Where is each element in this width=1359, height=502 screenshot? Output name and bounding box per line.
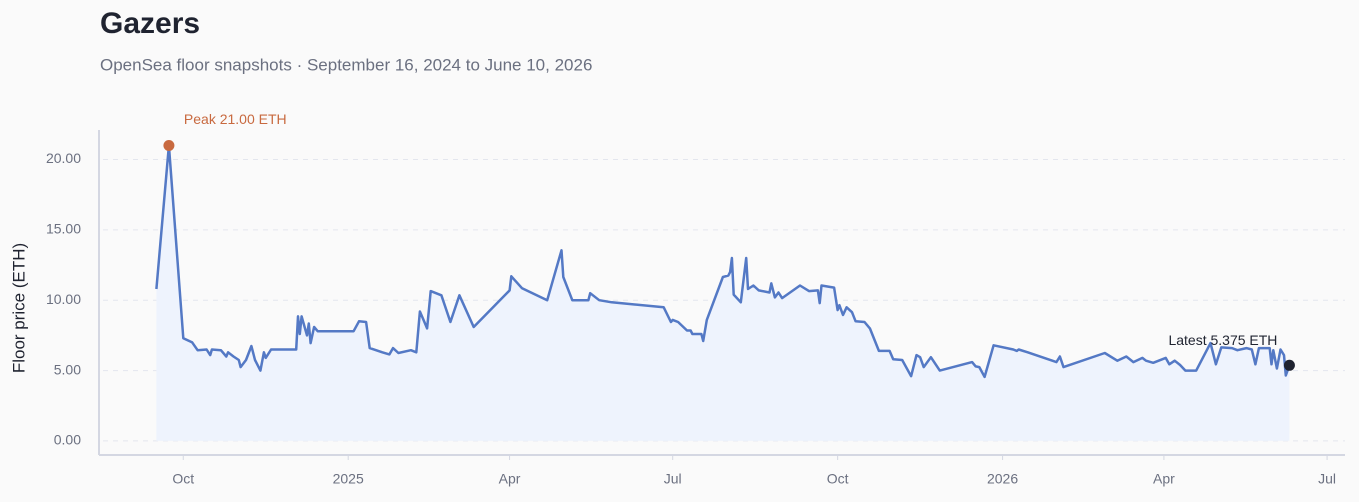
y-tick-label: 5.00 [54, 361, 81, 377]
y-tick-label: 10.00 [46, 291, 81, 307]
chart-title: Gazers [100, 7, 200, 40]
peak-marker [163, 139, 175, 151]
x-tick-label: 2026 [987, 471, 1018, 487]
latest-marker [1283, 359, 1295, 371]
y-tick-label: 20.00 [46, 150, 81, 166]
x-tick-label: Apr [1153, 471, 1175, 487]
y-axis-label: Floor price (ETH) [9, 243, 28, 373]
x-tick-label: Jul [664, 471, 682, 487]
x-tick-label: 2025 [333, 471, 364, 487]
x-tick-label: Oct [827, 471, 849, 487]
x-tick-label: Apr [499, 471, 521, 487]
chart-subtitle: OpenSea floor snapshots · September 16, … [100, 55, 592, 74]
peak-annotation: Peak 21.00 ETH [184, 111, 287, 127]
x-tick-label: Jul [1318, 471, 1336, 487]
latest-annotation: Latest 5.375 ETH [1168, 332, 1277, 348]
y-tick-label: 15.00 [46, 221, 81, 237]
x-tick-label: Oct [172, 471, 194, 487]
y-tick-label: 0.00 [54, 432, 81, 448]
line [155, 144, 1291, 379]
area [156, 145, 1290, 441]
